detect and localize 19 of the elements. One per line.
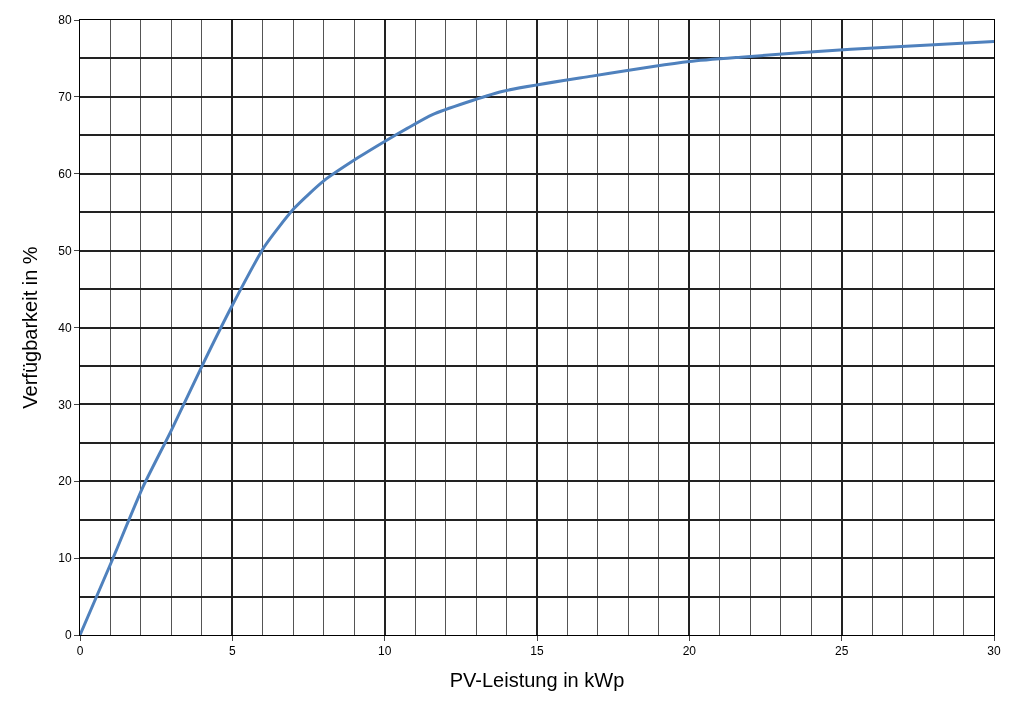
y-axis-title: Verfügbarkeit in %: [18, 246, 41, 409]
y-tick-label: 80: [58, 13, 72, 28]
y-tick-label: 0: [64, 628, 72, 643]
y-tick-label: 10: [58, 551, 72, 566]
x-tick-label: 25: [834, 644, 849, 659]
y-tick-label: 20: [58, 474, 72, 489]
y-tick-label: 70: [58, 90, 72, 105]
y-tick-label: 30: [58, 397, 72, 412]
x-tick-label: 0: [76, 644, 84, 659]
x-tick-label: 15: [530, 644, 544, 659]
x-axis-title: PV-Leistung in kWp: [449, 668, 625, 691]
x-tick-label: 5: [228, 644, 236, 659]
y-tick-label: 40: [58, 320, 72, 335]
x-tick-label: 20: [682, 644, 697, 659]
line-series: [80, 40, 994, 635]
y-tick-label: 50: [58, 243, 72, 258]
x-tick-label: 30: [987, 644, 1001, 659]
x-tick-label: 10: [377, 644, 392, 659]
y-tick-label: 60: [58, 166, 72, 181]
